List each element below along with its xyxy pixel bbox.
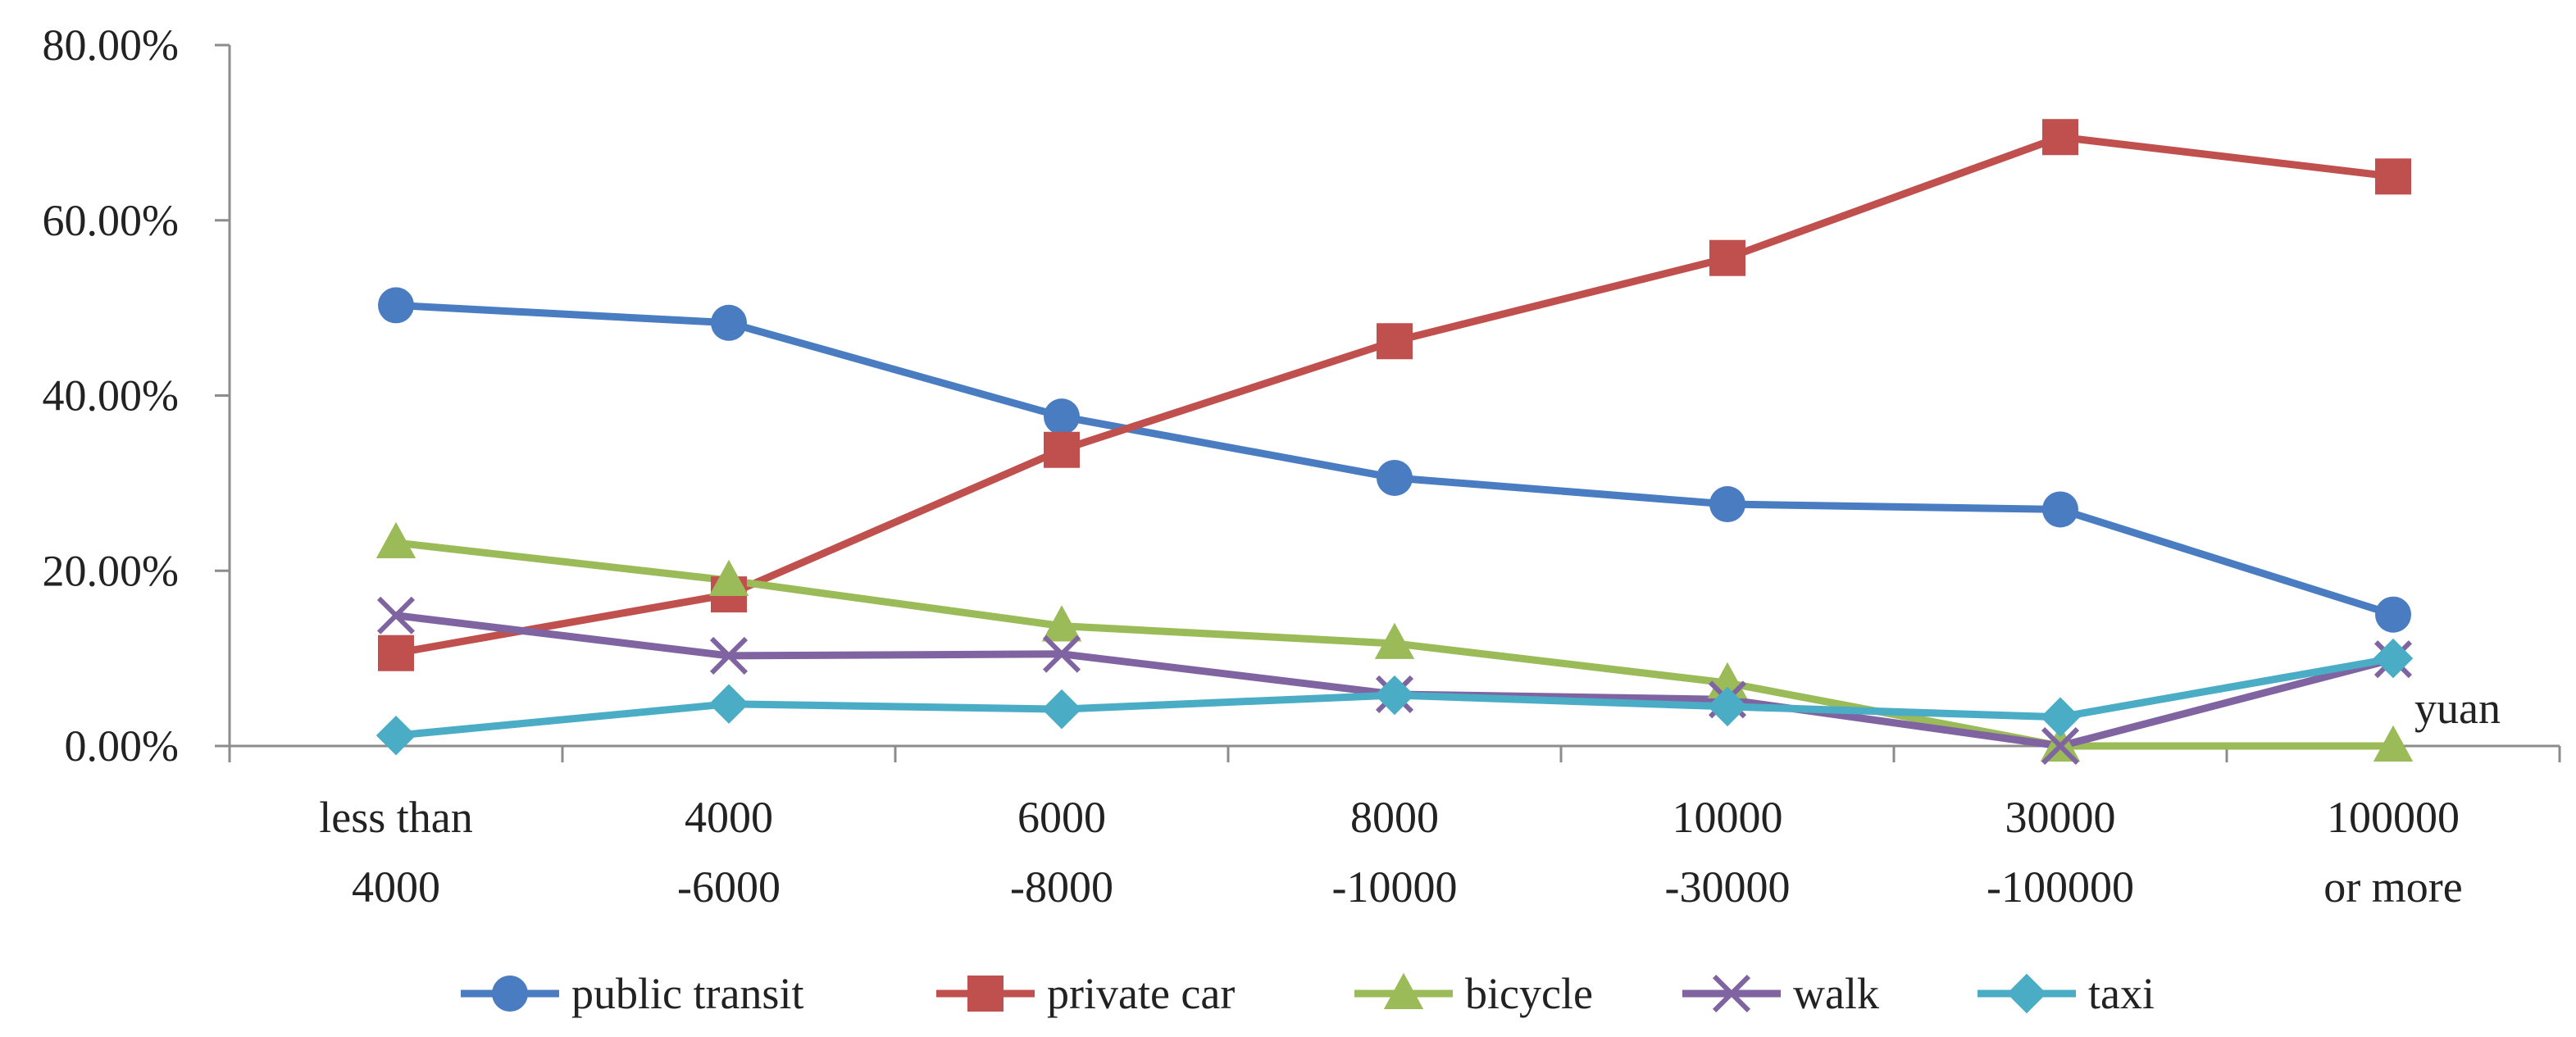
data-point-taxi (1707, 686, 1748, 727)
legend-marker-public-transit (492, 976, 528, 1012)
legend-marker-walk (1712, 974, 1751, 1013)
data-point-taxi (708, 684, 749, 724)
y-tick-label: 60.00% (43, 196, 179, 245)
data-point-taxi (375, 715, 416, 756)
data-point-walk (376, 596, 416, 634)
data-point-taxi (1041, 689, 1082, 730)
data-point-private-car (2042, 119, 2078, 156)
y-tick-label: 80.00% (43, 20, 179, 70)
data-point-public-transit (1044, 398, 1080, 435)
x-tick-label: or more (2323, 862, 2462, 912)
data-point-walk (709, 636, 749, 675)
legend-marker-private-car (967, 976, 1004, 1012)
data-point-bicycle (1374, 622, 1415, 659)
data-point-private-car (2375, 158, 2411, 195)
legend-item-walk: walk (1682, 969, 1879, 1018)
x-tick-label: less than (319, 793, 472, 842)
x-tick-label: 10000 (1673, 793, 1783, 842)
x-tick-label: -30000 (1665, 862, 1791, 912)
x-tick-label: 8000 (1350, 793, 1439, 842)
x-tick-label: -100000 (1987, 862, 2134, 912)
x-tick-label: 100000 (2327, 793, 2460, 842)
legend-label-private-car: private car (1047, 969, 1235, 1018)
data-point-taxi (2040, 697, 2081, 737)
y-tick-label: 0.00% (65, 721, 179, 771)
data-point-public-transit (2375, 596, 2411, 633)
legend-label-public-transit: public transit (571, 969, 803, 1018)
data-point-private-car (1377, 323, 1413, 360)
data-point-bicycle (375, 521, 416, 559)
legend-item-private-car: private car (936, 969, 1235, 1018)
data-point-bicycle (708, 559, 749, 596)
x-tick-label: -10000 (1332, 862, 1458, 912)
x-tick-label: 4000 (352, 862, 440, 912)
data-point-taxi (1374, 675, 1415, 716)
legend-label-taxi: taxi (2088, 969, 2155, 1018)
data-point-walk (2041, 726, 2080, 766)
data-point-bicycle (2373, 725, 2414, 762)
data-point-public-transit (1377, 459, 1413, 496)
legend-label-walk: walk (1793, 969, 1879, 1018)
data-point-private-car (378, 634, 414, 671)
legend-marker-bicycle (1383, 972, 1424, 1009)
data-point-walk (1042, 634, 1081, 673)
data-point-bicycle (1041, 605, 1082, 642)
x-tick-label: -6000 (677, 862, 781, 912)
data-point-public-transit (711, 304, 747, 341)
legend-item-taxi: taxi (1978, 969, 2155, 1018)
data-point-private-car (1044, 431, 1080, 468)
data-point-taxi (2373, 638, 2414, 679)
y-tick-label: 40.00% (43, 371, 179, 421)
x-tick-label: 30000 (2005, 793, 2116, 842)
x-tick-label: -8000 (1010, 862, 1113, 912)
legend: public transit private car bicycle walk taxi (461, 969, 2155, 1018)
legend-label-bicycle: bicycle (1465, 969, 1593, 1018)
legend-item-public-transit: public transit (461, 969, 803, 1018)
y-tick-label: 20.00% (43, 546, 179, 595)
data-point-public-transit (1709, 486, 1745, 523)
x-unit-label: yuan (2414, 684, 2501, 733)
legend-item-bicycle: bicycle (1354, 969, 1593, 1018)
data-point-public-transit (378, 287, 414, 324)
legend-marker-taxi (2006, 973, 2047, 1014)
x-tick-label: 4000 (685, 793, 773, 842)
series-markers (375, 119, 2414, 766)
data-point-private-car (1709, 239, 1745, 276)
x-tick-label: 6000 (1017, 793, 1106, 842)
data-point-public-transit (2042, 491, 2078, 528)
axis-labels: 0.00% 20.00% 40.00% 60.00% 80.00% less than 40… (43, 20, 2501, 912)
